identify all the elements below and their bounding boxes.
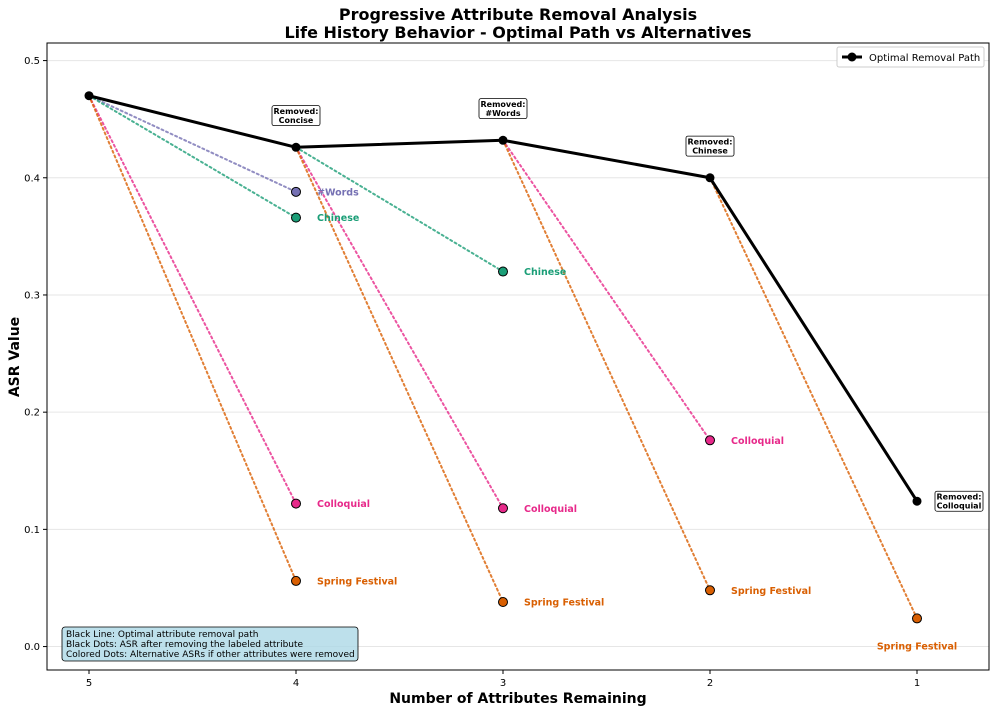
removed-annotations: Removed:ConciseRemoved:#WordsRemoved:Chi… — [271, 98, 984, 512]
alternative-line — [88, 94, 297, 219]
note-line-1: Black Line: Optimal attribute removal pa… — [66, 630, 258, 640]
legend-marker — [847, 52, 857, 62]
y-axis-label: ASR Value — [7, 317, 23, 397]
optimal-dots — [84, 91, 922, 506]
alternative-point — [291, 498, 301, 509]
alternative-dots — [291, 186, 922, 624]
optimal-point — [498, 135, 508, 145]
alternative-line — [709, 176, 918, 620]
chart-title: Progressive Attribute Removal Analysis — [339, 5, 697, 24]
alternative-lines — [88, 94, 918, 620]
alternative-line — [295, 146, 504, 273]
removed-annotation-heading: Removed: — [937, 493, 982, 502]
y-tick-label: 0.0 — [24, 642, 40, 653]
alternative-point — [498, 597, 508, 608]
alternative-labels: #Words Chinese Colloquial Spring Festival Ch… — [317, 187, 957, 652]
alternative-label: #Words — [317, 187, 359, 198]
note-box-background — [61, 626, 359, 662]
removed-annotation-attribute: #Words — [485, 109, 520, 118]
alternative-label: Colloquial — [317, 499, 370, 510]
legend-label: Optimal Removal Path — [869, 53, 980, 64]
removed-annotation-box — [685, 135, 735, 157]
removed-annotation: Removed:#Words — [478, 98, 528, 120]
alternative-label: Spring Festival — [524, 598, 604, 609]
legend: Optimal Removal Path — [836, 46, 985, 68]
removed-annotation-box — [934, 490, 984, 512]
alternative-line — [502, 139, 711, 442]
chart-subtitle: Life History Behavior - Optimal Path vs … — [284, 23, 751, 42]
alternative-point — [291, 212, 301, 223]
optimal-point — [912, 496, 922, 506]
x-tick-label: 5 — [86, 678, 92, 689]
x-tick-label: 2 — [707, 678, 713, 689]
removed-annotation: Removed:Chinese — [685, 135, 735, 157]
removed-annotation-heading: Removed: — [481, 100, 526, 109]
alternative-label: Colloquial — [731, 436, 784, 447]
removed-annotation: Removed:Concise — [271, 105, 321, 127]
y-tick-label: 0.4 — [24, 173, 40, 184]
alternative-point — [705, 585, 715, 596]
alternative-line — [295, 146, 504, 604]
x-tick-label: 1 — [914, 678, 920, 689]
note-line-3: Colored Dots: Alternative ASRs if other … — [66, 650, 355, 660]
alternative-point — [498, 503, 508, 514]
alternative-label: Chinese — [317, 213, 359, 224]
alternative-label: Spring Festival — [877, 641, 957, 652]
alternative-label: Chinese — [524, 267, 566, 278]
x-tick-label: 3 — [500, 678, 506, 689]
alternative-point — [291, 575, 301, 586]
alternative-label: Spring Festival — [731, 586, 811, 597]
optimal-point — [291, 142, 301, 152]
plot-frame — [46, 42, 990, 671]
y-tick-label: 0.1 — [24, 525, 40, 536]
optimal-point — [705, 173, 715, 183]
note-box: Black Line: Optimal attribute removal pa… — [61, 626, 359, 662]
note-line-2: Black Dots: ASR after removing the label… — [66, 640, 304, 650]
alternative-point — [705, 435, 715, 446]
x-axis-label: Number of Attributes Remaining — [389, 691, 646, 707]
alternative-point — [912, 613, 922, 624]
removed-annotation-box — [478, 98, 528, 120]
alternative-line — [502, 139, 711, 592]
alternative-line — [88, 94, 297, 193]
x-tick-label: 4 — [293, 678, 299, 689]
legend-box — [836, 46, 985, 68]
axes-ticks: 0.0 0.1 0.2 0.3 0.4 0.5 5 4 3 2 1 — [24, 56, 920, 689]
alternative-line — [88, 94, 297, 582]
alternative-line — [295, 146, 504, 510]
alternative-point — [498, 266, 508, 277]
removed-annotation-heading: Removed: — [688, 138, 733, 147]
optimal-point — [84, 91, 94, 101]
y-tick-label: 0.5 — [24, 56, 40, 67]
removed-annotation-box — [271, 105, 321, 127]
removed-annotation-attribute: Colloquial — [937, 502, 982, 511]
removed-annotation: Removed:Colloquial — [934, 490, 984, 512]
alternative-line — [88, 94, 297, 505]
y-tick-label: 0.2 — [24, 408, 40, 419]
alternative-label: Colloquial — [524, 504, 577, 515]
alternative-label: Spring Festival — [317, 576, 397, 587]
removed-annotation-heading: Removed: — [274, 107, 319, 116]
removed-annotation-attribute: Concise — [279, 116, 314, 125]
removed-annotation-attribute: Chinese — [692, 147, 728, 156]
alternative-point — [291, 186, 301, 197]
y-tick-label: 0.3 — [24, 290, 40, 301]
